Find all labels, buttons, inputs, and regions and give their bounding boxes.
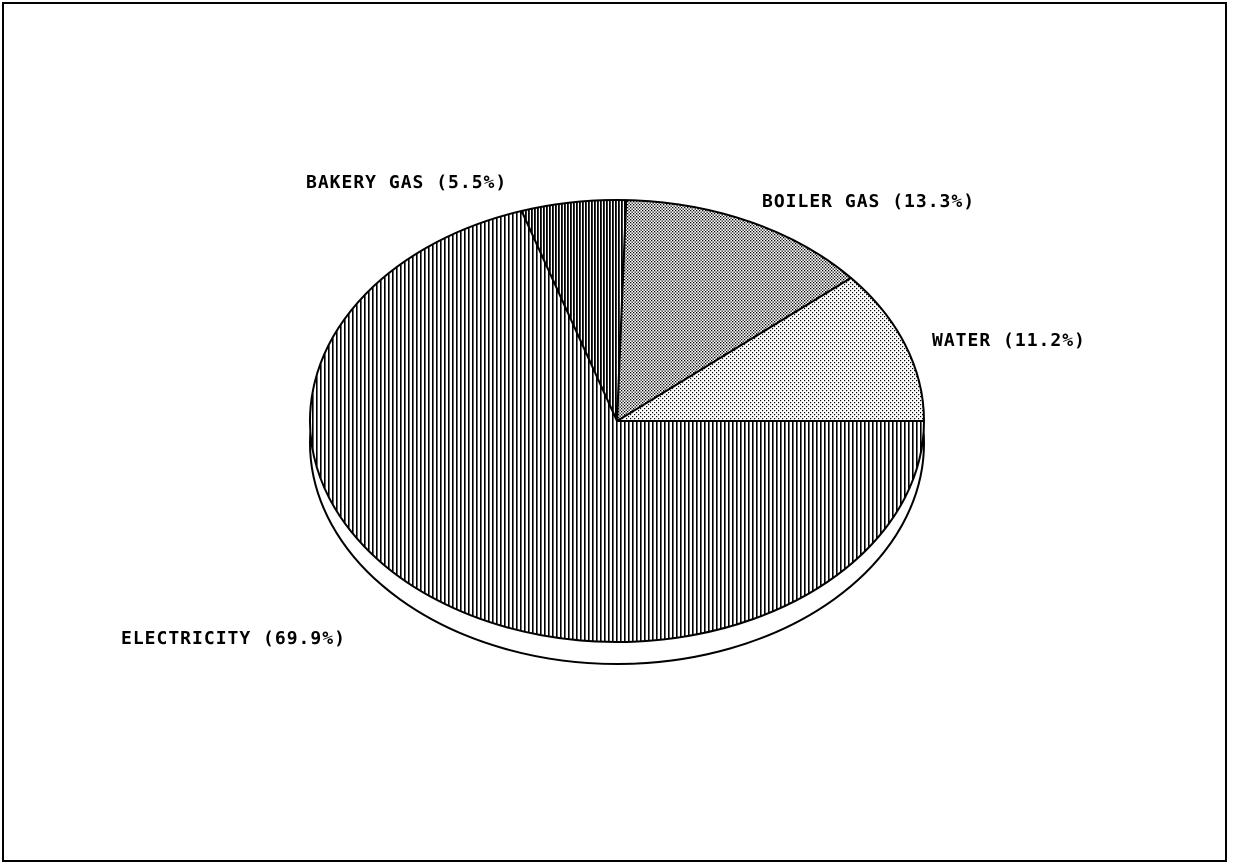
pie-slices (309, 199, 925, 643)
pie-slice-boiler-gas (616, 199, 852, 422)
pie-labels: WATER (11.2%) BOILER GAS (13.3%) BAKERY GA… (121, 172, 1086, 649)
slice-label-bakery-gas: BAKERY GAS (5.5%) (306, 172, 507, 193)
slice-label-electricity: ELECTRICITY (69.9%) (121, 628, 346, 649)
pie-slice-water (616, 276, 925, 422)
slice-label-boiler-gas: BOILER GAS (13.3%) (762, 191, 975, 212)
pie-slice-electricity (309, 209, 925, 643)
slice-label-water: WATER (11.2%) (932, 330, 1086, 351)
